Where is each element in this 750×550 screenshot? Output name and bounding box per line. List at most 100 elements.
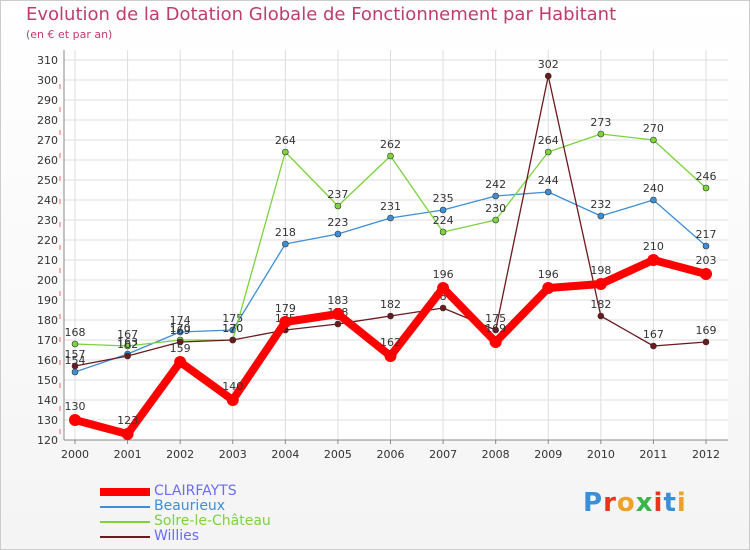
data-label: 162 bbox=[380, 336, 401, 349]
data-label: 175 bbox=[485, 312, 506, 325]
y-tick-label: 310 bbox=[37, 54, 58, 67]
data-point bbox=[226, 394, 239, 406]
legend-item-beaurieux: Beaurieux bbox=[100, 499, 271, 514]
data-point bbox=[439, 228, 447, 236]
data-point bbox=[282, 240, 289, 248]
data-point bbox=[594, 278, 607, 290]
data-label: 244 bbox=[538, 174, 559, 187]
x-tick-label: 2007 bbox=[429, 448, 457, 461]
y-tick-label: 240 bbox=[37, 194, 58, 207]
y-tick-label: 120 bbox=[37, 434, 58, 447]
data-point bbox=[71, 368, 79, 376]
data-point bbox=[439, 206, 447, 214]
data-point bbox=[542, 282, 555, 294]
data-point bbox=[437, 282, 450, 294]
y-tick-label: 220 bbox=[37, 234, 58, 247]
data-label: 182 bbox=[380, 298, 401, 311]
x-tick-label: 2005 bbox=[324, 448, 352, 461]
data-label: 159 bbox=[170, 342, 191, 355]
data-point bbox=[384, 350, 397, 362]
data-label: 157 bbox=[65, 348, 86, 361]
data-point bbox=[387, 312, 394, 320]
data-point bbox=[597, 312, 605, 320]
legend-item-clairfayts: CLAIRFAYTS bbox=[100, 484, 271, 499]
y-tick-label: 130 bbox=[37, 414, 58, 427]
data-label: 167 bbox=[643, 328, 664, 341]
data-label: 198 bbox=[590, 264, 611, 277]
data-label: 270 bbox=[643, 122, 664, 135]
data-point bbox=[647, 254, 660, 266]
data-label: 232 bbox=[590, 198, 611, 211]
data-label: 154 bbox=[65, 354, 86, 367]
data-label: 130 bbox=[65, 400, 86, 413]
legend-label: Beaurieux bbox=[154, 498, 226, 514]
logo-letter: x bbox=[635, 488, 654, 518]
data-point bbox=[489, 336, 502, 348]
data-label: 169 bbox=[485, 322, 506, 335]
data-point bbox=[71, 362, 79, 370]
x-tick-label: 2012 bbox=[692, 448, 720, 461]
data-point bbox=[492, 326, 499, 334]
data-label: 262 bbox=[380, 138, 401, 151]
legend-label: CLAIRFAYTS bbox=[154, 483, 237, 499]
y-tick-label: 270 bbox=[37, 134, 58, 147]
data-label: 217 bbox=[696, 228, 717, 241]
x-tick-label: 2001 bbox=[114, 448, 142, 461]
proxiti-logo: Proxiti bbox=[583, 488, 687, 518]
y-tick-label: 290 bbox=[37, 94, 58, 107]
x-tick-label: 2000 bbox=[61, 448, 89, 461]
x-tick-label: 2008 bbox=[482, 448, 510, 461]
data-point bbox=[124, 342, 131, 350]
data-label: 273 bbox=[590, 116, 611, 129]
y-tick-label: 280 bbox=[37, 114, 58, 127]
legend-swatch bbox=[100, 505, 150, 508]
data-label: 196 bbox=[538, 268, 559, 281]
x-tick-label: 2006 bbox=[377, 448, 405, 461]
y-tick-label: 200 bbox=[37, 274, 58, 287]
data-label: 162 bbox=[117, 338, 138, 351]
data-label: 210 bbox=[643, 240, 664, 253]
data-label: 167 bbox=[117, 328, 138, 341]
y-tick-label: 170 bbox=[37, 334, 58, 347]
legend-label: Solre-le-Château bbox=[154, 513, 271, 529]
data-label: 231 bbox=[380, 200, 401, 213]
y-tick-label: 190 bbox=[37, 294, 58, 307]
y-tick-label: 210 bbox=[37, 254, 58, 267]
data-label: 174 bbox=[170, 314, 191, 327]
data-point bbox=[176, 338, 184, 346]
legend-swatch bbox=[100, 487, 150, 496]
data-point bbox=[700, 268, 712, 280]
data-point bbox=[334, 202, 342, 210]
chart-title: Evolution de la Dotation Globale de Fonc… bbox=[26, 4, 617, 25]
y-tick-label: 140 bbox=[37, 394, 58, 407]
data-label: 223 bbox=[327, 216, 348, 229]
data-point bbox=[702, 184, 710, 192]
y-tick-label: 150 bbox=[37, 374, 58, 387]
y-tick-label: 260 bbox=[37, 154, 58, 167]
data-label: 264 bbox=[275, 134, 296, 147]
logo-letter: P bbox=[583, 488, 604, 518]
data-point bbox=[229, 336, 237, 344]
data-label: 170 bbox=[222, 322, 243, 335]
data-label: 170 bbox=[170, 322, 191, 335]
data-point bbox=[544, 188, 552, 196]
legend-swatch bbox=[100, 535, 150, 538]
data-label: 246 bbox=[696, 170, 717, 183]
data-point bbox=[69, 414, 81, 426]
data-label: 170 bbox=[222, 322, 243, 335]
x-tick-label: 2003 bbox=[219, 448, 247, 461]
logo-letter: i bbox=[676, 488, 687, 518]
data-label: 230 bbox=[485, 202, 506, 215]
data-label: 240 bbox=[643, 182, 664, 195]
data-label: 182 bbox=[590, 298, 611, 311]
x-tick-label: 2011 bbox=[639, 448, 667, 461]
data-label: 242 bbox=[485, 178, 506, 191]
data-label: 237 bbox=[327, 188, 348, 201]
y-tick-label: 250 bbox=[37, 174, 58, 187]
data-point bbox=[387, 152, 394, 160]
data-point bbox=[597, 212, 605, 220]
logo-letter: i bbox=[653, 488, 664, 518]
data-point bbox=[334, 230, 342, 238]
logo-letter: t bbox=[663, 488, 677, 518]
